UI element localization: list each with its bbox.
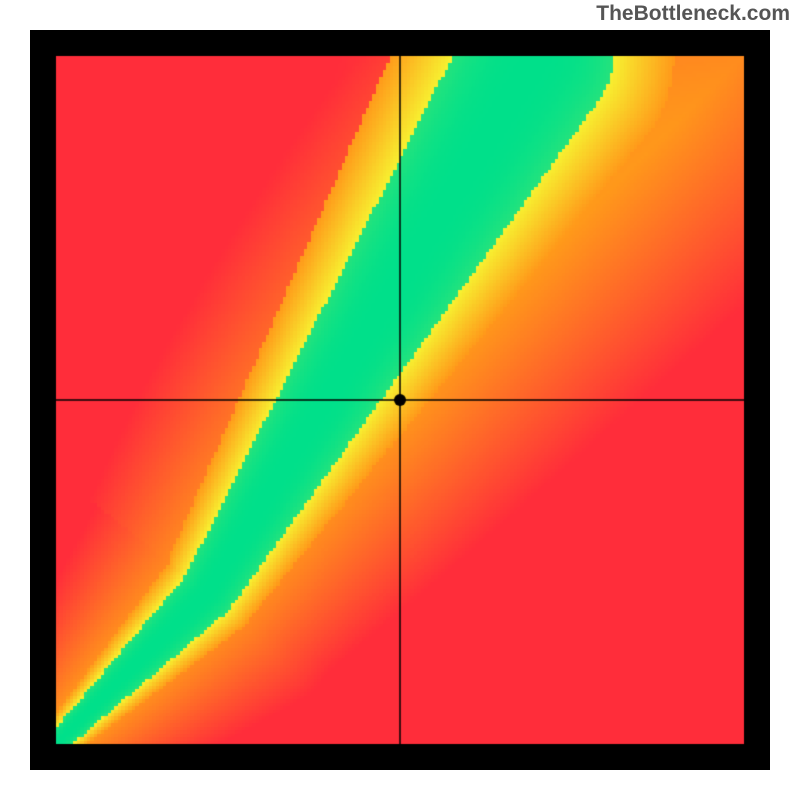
watermark-label: TheBottleneck.com bbox=[596, 2, 790, 26]
heatmap-canvas bbox=[30, 30, 770, 770]
bottleneck-visualization-container: TheBottleneck.com bbox=[0, 0, 800, 800]
bottleneck-heatmap-chart bbox=[30, 30, 770, 770]
